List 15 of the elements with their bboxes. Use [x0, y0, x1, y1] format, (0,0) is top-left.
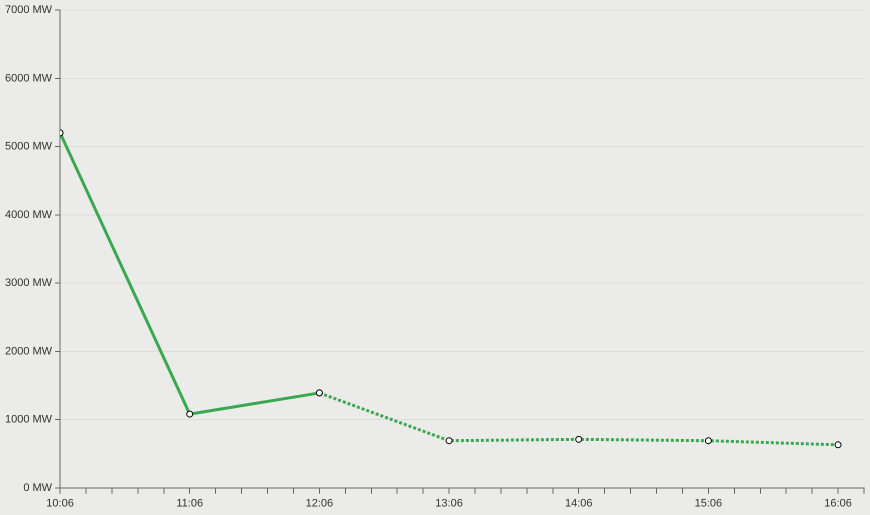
y-tick-label: 6000 MW	[4, 72, 53, 84]
y-tick-label: 3000 MW	[4, 277, 53, 290]
y-tick-label: 4000 MW	[4, 208, 53, 221]
x-tick-label: 15:06	[694, 497, 722, 510]
x-tick-label: 11:06	[176, 497, 204, 510]
y-tick-label: 0 MW	[23, 482, 53, 494]
y-tick-label: 5000 MW	[4, 140, 53, 153]
y-tick-label: 7000 MW	[4, 4, 53, 16]
y-tick-label: 2000 MW	[4, 345, 53, 358]
y-tick-label: 1000 MW	[4, 414, 53, 426]
x-tick-label: 13:06	[435, 497, 463, 510]
x-tick-label: 14:06	[564, 497, 592, 510]
x-tick-label: 16:06	[824, 497, 852, 510]
x-tick-label: 12:06	[306, 497, 334, 510]
x-tick-label: 10:06	[46, 497, 74, 510]
